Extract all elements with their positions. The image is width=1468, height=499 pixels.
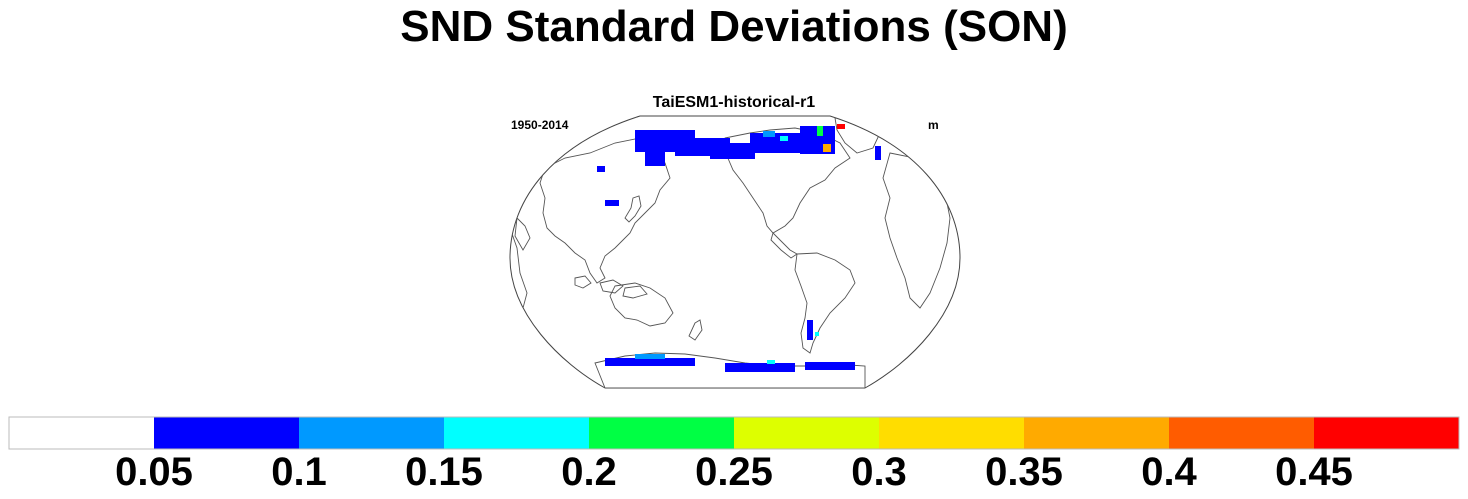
snow-depth-field bbox=[597, 124, 881, 372]
colorbar-tick-label: 0.35 bbox=[985, 450, 1063, 494]
colorbar-tick-label: 0.15 bbox=[405, 450, 483, 494]
colorbar-swatch bbox=[734, 417, 879, 449]
colorbar bbox=[8, 416, 1460, 450]
period-label: 1950-2014 bbox=[511, 118, 569, 132]
colorbar-tick-label: 0.3 bbox=[851, 450, 907, 494]
colorbar-swatch bbox=[1024, 417, 1169, 449]
colorbar-tick-label: 0.1 bbox=[271, 450, 327, 494]
figure-title: SND Standard Deviations (SON) bbox=[400, 2, 1068, 51]
world-map bbox=[509, 115, 961, 389]
colorbar-tick-label: 0.05 bbox=[115, 450, 193, 494]
units-label: m bbox=[928, 118, 939, 132]
colorbar-tick-label: 0.25 bbox=[695, 450, 773, 494]
colorbar-tick-label: 0.45 bbox=[1275, 450, 1353, 494]
colorbar-swatch bbox=[299, 417, 444, 449]
colorbar-swatch bbox=[1314, 417, 1459, 449]
colorbar-tick-label: 0.2 bbox=[561, 450, 617, 494]
colorbar-swatch bbox=[9, 417, 154, 449]
colorbar-outline bbox=[8, 416, 1460, 450]
colorbar-tick-label: 0.4 bbox=[1141, 450, 1197, 494]
colorbar-swatch bbox=[154, 417, 299, 449]
panel-title: TaiESM1-historical-r1 bbox=[652, 94, 816, 111]
colorbar-swatch bbox=[589, 417, 734, 449]
colorbar-swatch bbox=[1169, 417, 1314, 449]
colorbar-swatch bbox=[879, 417, 1024, 449]
colorbar-swatch bbox=[444, 417, 589, 449]
